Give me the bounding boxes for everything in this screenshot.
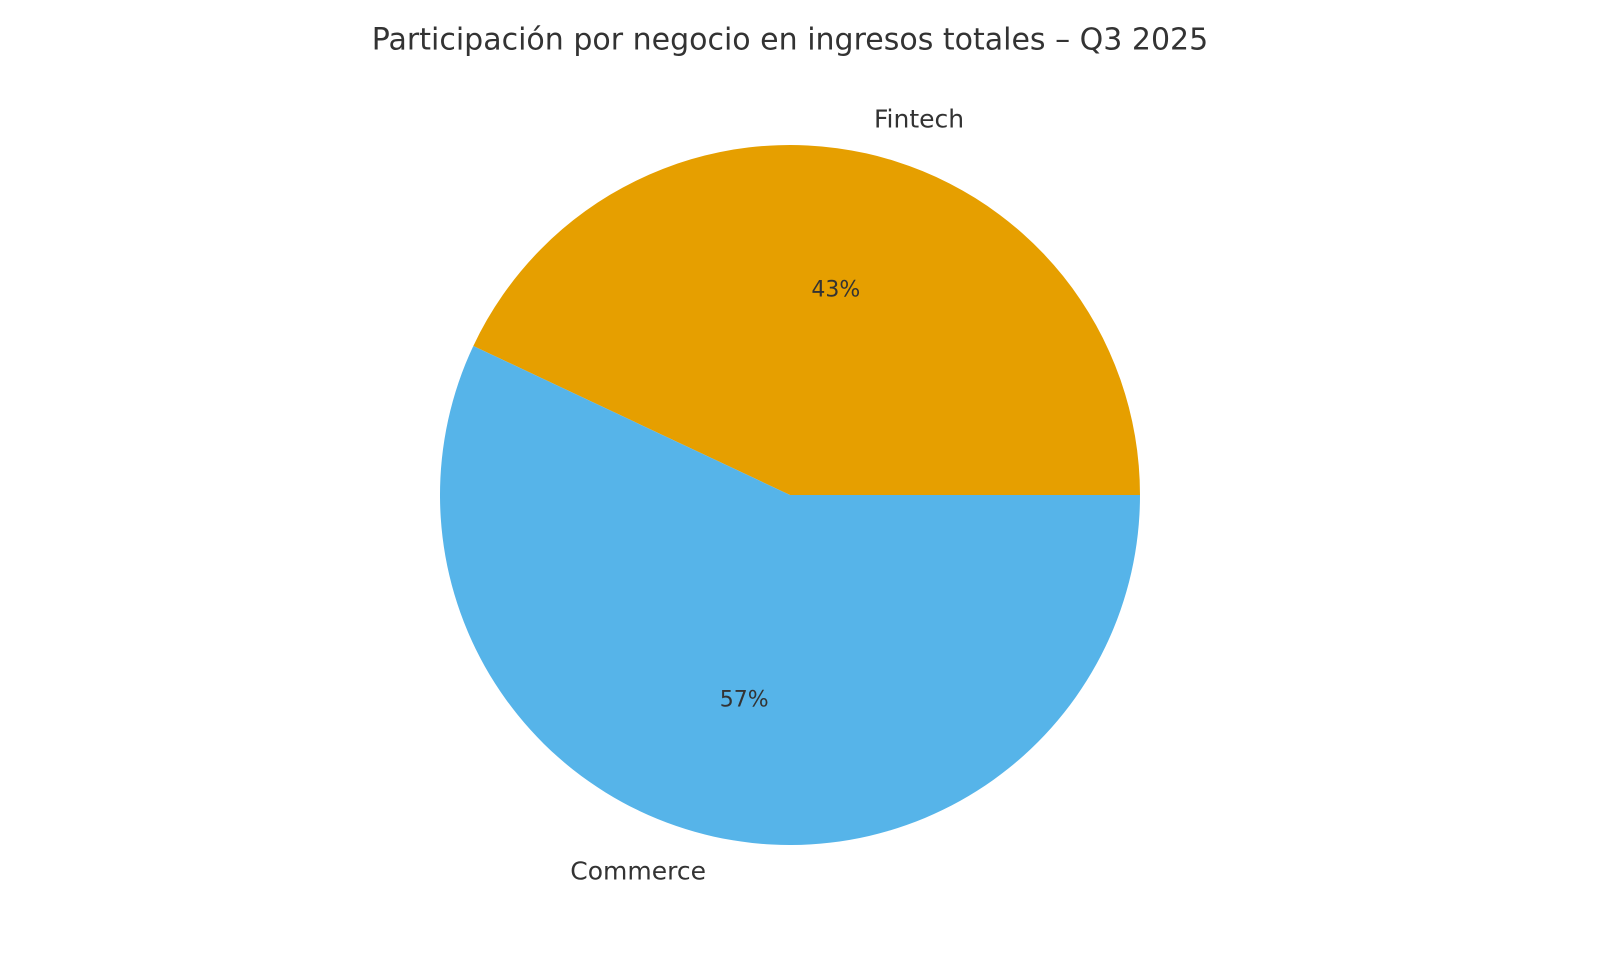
chart-title: Participación por negocio en ingresos to… [371, 22, 1209, 58]
slice-label-fintech: Fintech [873, 104, 965, 134]
pie-slice-fintech [473, 145, 1140, 495]
slice-label-commerce: Commerce [570, 856, 706, 886]
slice-pct-commerce: 57% [719, 687, 769, 713]
slice-pct-fintech: 43% [811, 277, 861, 303]
pie-slice-commerce [439, 345, 1140, 845]
